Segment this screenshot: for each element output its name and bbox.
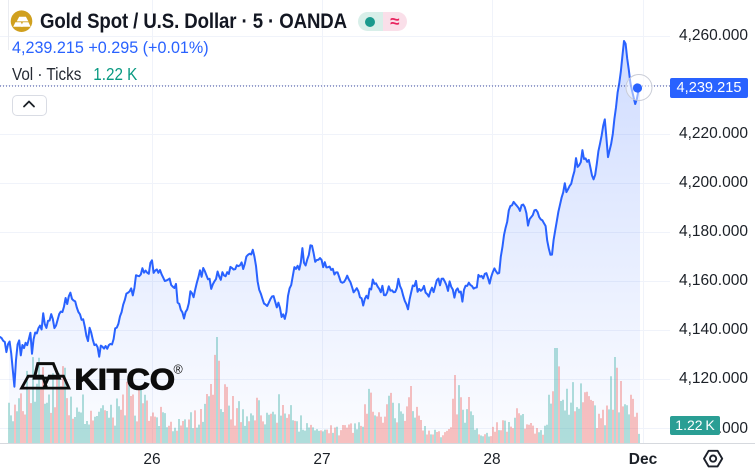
svg-text:KITCO: KITCO [75,363,176,396]
svg-text:®: ® [174,363,184,377]
